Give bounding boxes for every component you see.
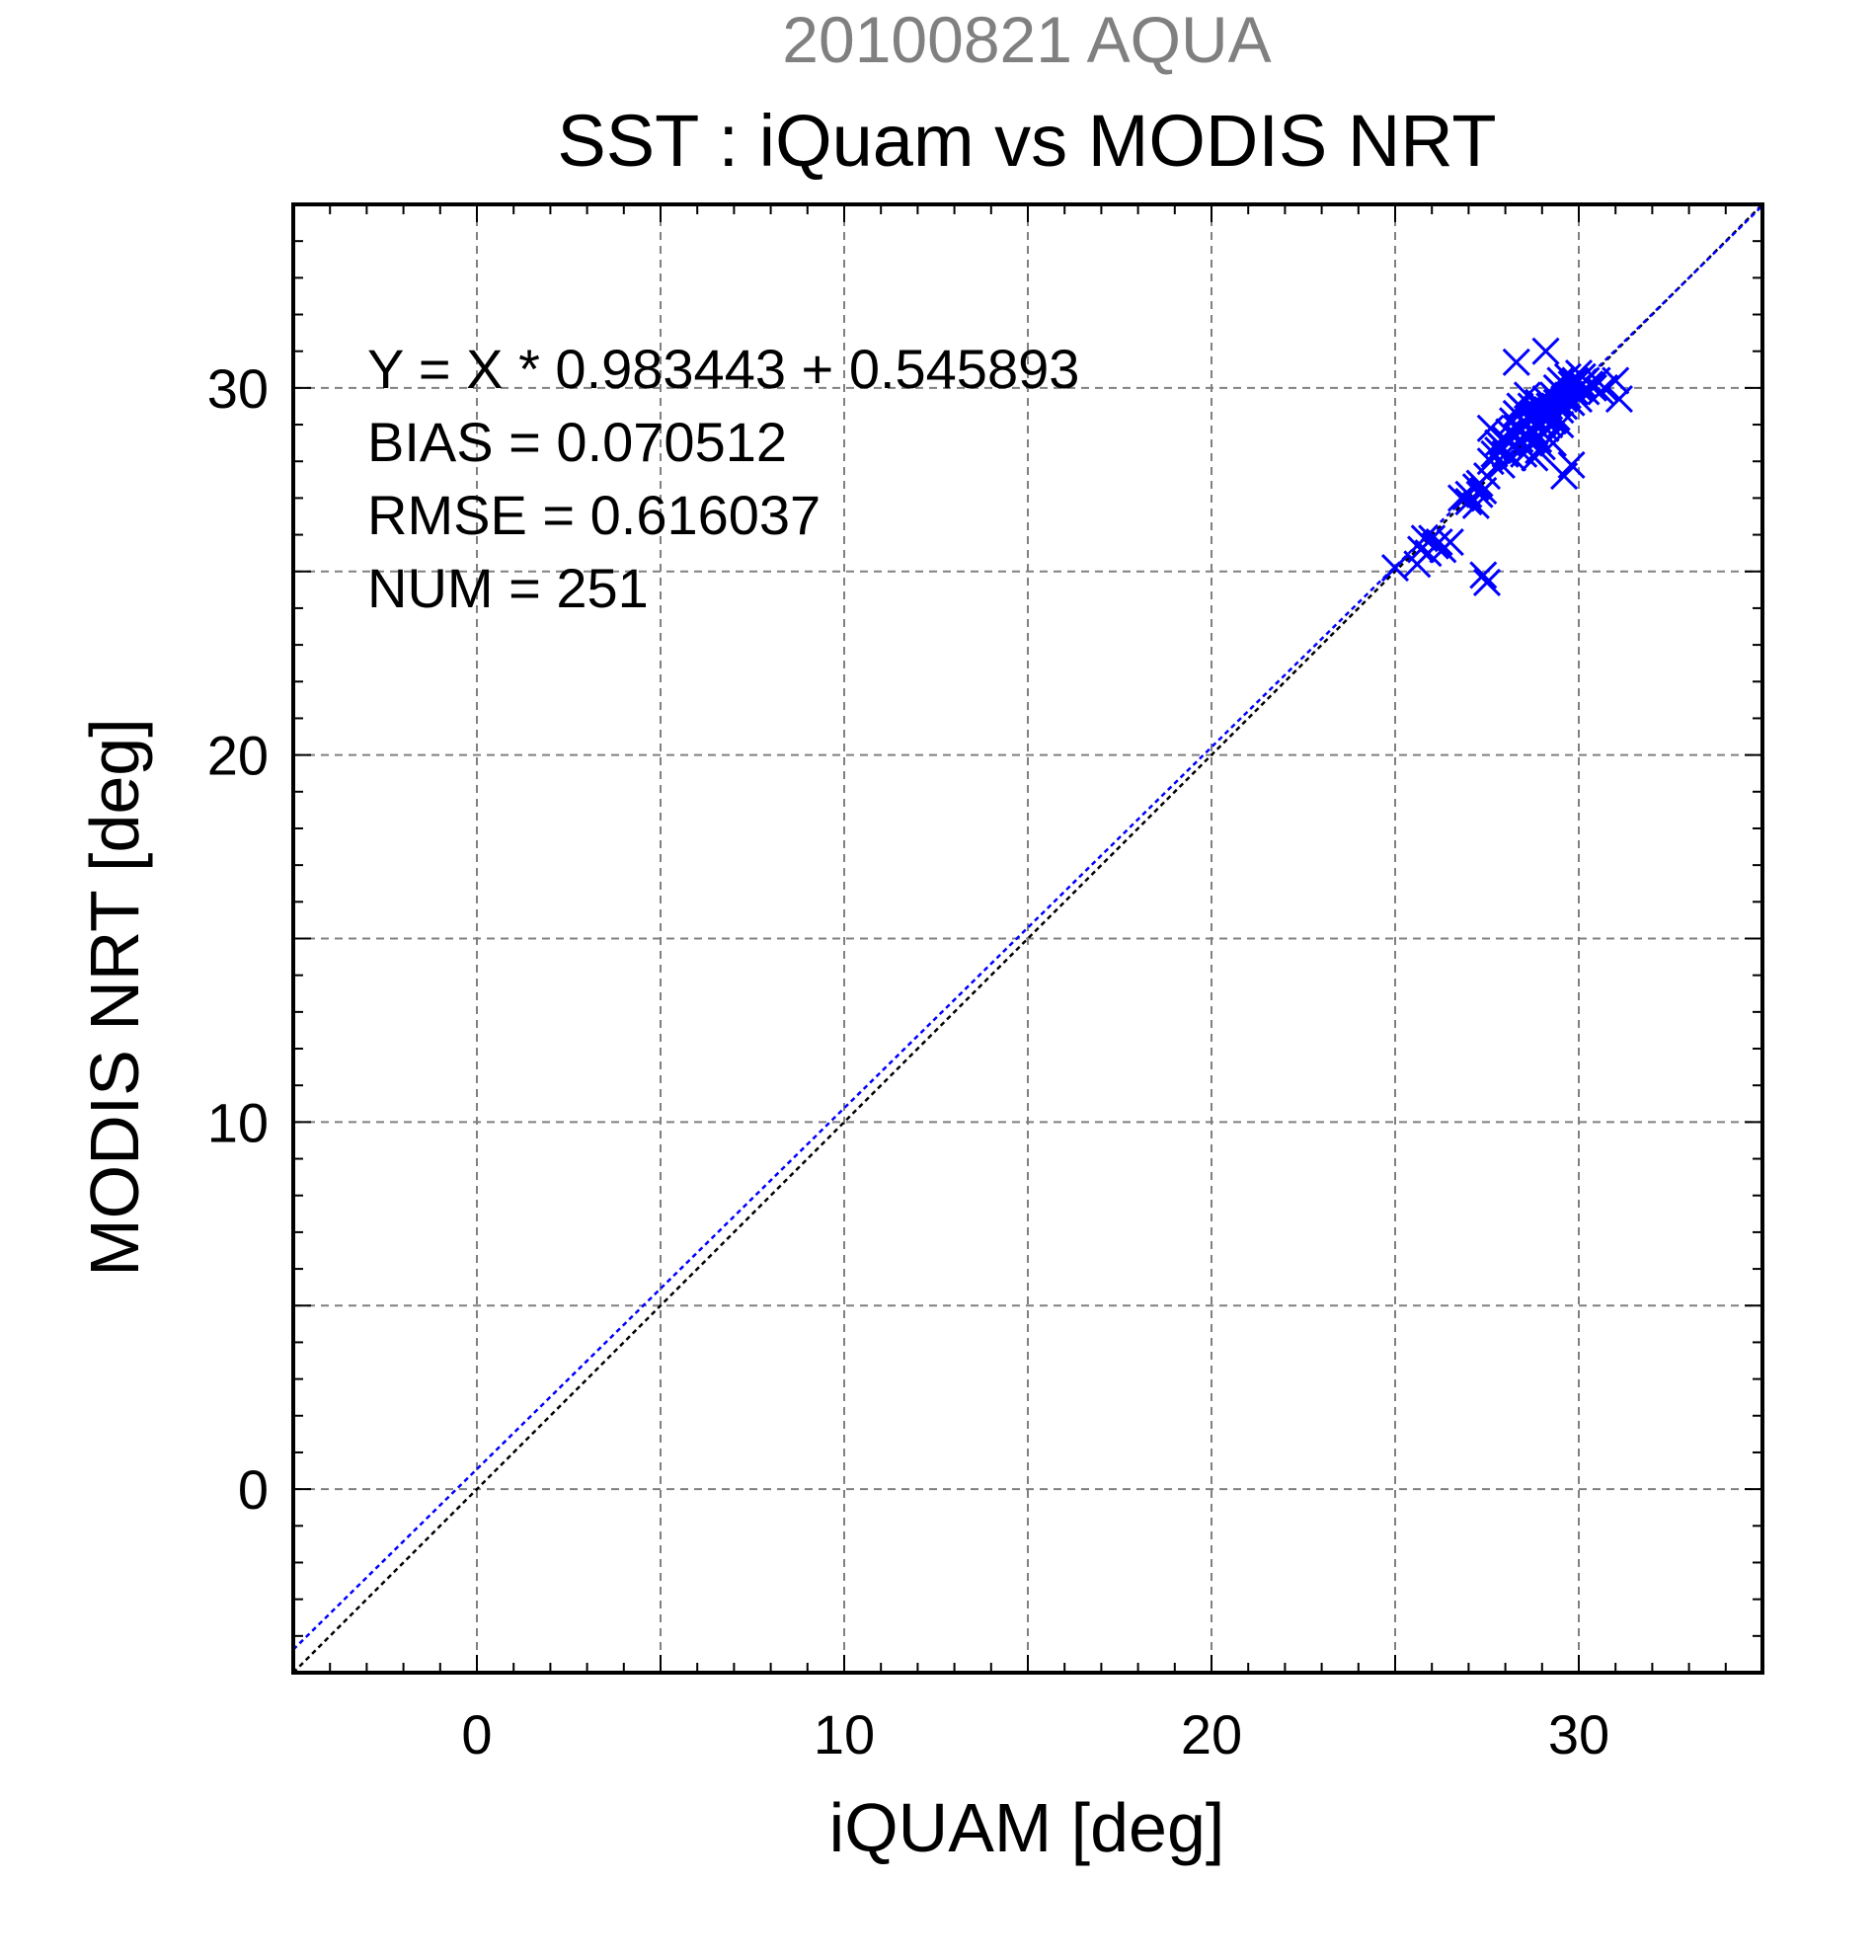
data-point-stroke [1472,568,1502,596]
axis-ticks: 0 10 20 30 0 10 20 30 [207,204,1762,1765]
data-point-stroke [1425,527,1453,557]
data-point [1506,392,1534,421]
x-tick-label: 10 [814,1703,875,1765]
data-point [1604,384,1633,414]
data-point-stroke [1583,366,1611,395]
x-tick-label: 0 [461,1703,492,1765]
data-point-stroke [1502,348,1530,376]
data-point [1557,450,1586,480]
data-point [1469,561,1498,589]
data-point-stroke [1446,484,1476,512]
stats-line-rmse: RMSE = 0.616037 [367,484,821,546]
data-point-stroke [1487,450,1516,480]
data-point-stroke [1476,414,1505,442]
data-point-stroke [1380,553,1410,583]
data-point [1546,410,1575,439]
data-point [1476,414,1505,442]
chart-suptitle: 20100821 AQUA [782,3,1271,76]
data-point-stroke [1538,429,1568,457]
data-point [1446,484,1476,512]
data-point [1487,450,1516,480]
data-point-stroke [1461,491,1490,519]
data-point [1436,527,1464,557]
data-point-stroke [1436,527,1464,557]
data-point [1461,491,1490,519]
data-point-stroke [1465,480,1494,509]
stats-annotation: Y = X * 0.983443 + 0.545893 BIAS = 0.070… [367,338,1079,619]
data-point [1472,568,1502,596]
y-axis-label: MODIS NRT [deg] [76,718,153,1276]
data-point [1465,480,1494,509]
data-point [1502,348,1530,376]
data-point [1531,337,1560,365]
data-point [1583,366,1611,395]
data-point [1524,436,1553,465]
data-point [1538,429,1568,457]
data-point-stroke [1506,392,1534,421]
plot-frame [291,202,1764,1675]
x-tick-label: 20 [1181,1703,1242,1765]
data-point [1425,527,1453,557]
data-point [1579,373,1607,402]
data-point-stroke [1410,524,1439,553]
stats-line-bias: BIAS = 0.070512 [367,411,787,473]
data-point-stroke [1557,450,1586,480]
chart-title: SST : iQuam vs MODIS NRT [557,100,1496,182]
data-point-stroke [1469,561,1498,589]
data-point-stroke [1531,337,1560,365]
data-point-stroke [1604,384,1633,414]
x-tick-label: 30 [1548,1703,1609,1765]
data-point-stroke [1550,392,1579,421]
stats-line-num: NUM = 251 [367,557,649,619]
y-tick-label: 0 [238,1458,269,1521]
x-axis-label: iQUAM [deg] [829,1789,1225,1866]
data-point-stroke [1546,410,1575,439]
data-point [1550,392,1579,421]
data-point-stroke [1524,436,1553,465]
data-point-stroke [1579,373,1607,402]
grid [293,204,1762,1673]
y-tick-label: 30 [207,357,269,420]
y-tick-label: 10 [207,1091,269,1153]
y-tick-label: 20 [207,725,269,787]
stats-line-fit: Y = X * 0.983443 + 0.545893 [367,338,1079,400]
data-point [1380,553,1410,583]
data-points [1380,337,1633,596]
